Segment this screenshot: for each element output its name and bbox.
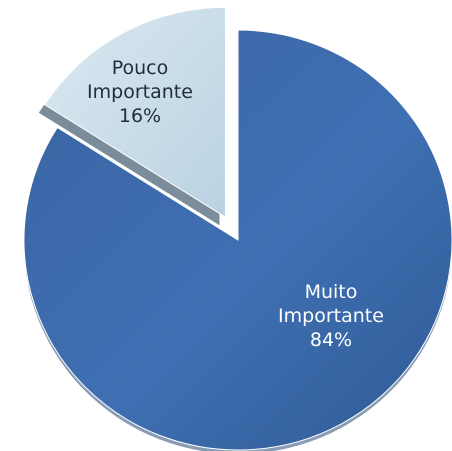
slice-value-label: 16% [118, 105, 162, 127]
slice-label-pouco-importante: Pouco Importante 16% [80, 56, 200, 128]
slice-label-line1: Pouco [111, 57, 169, 79]
slice-label-line1: Muito [304, 281, 358, 303]
pie-slice-muito-importante [23, 29, 452, 451]
slice-label-line2: Importante [278, 305, 384, 327]
slice-label-muito-importante: Muito Importante 84% [266, 280, 396, 352]
pie-slice-pouco-importante [44, 6, 226, 219]
slice-label-line2: Importante [87, 81, 193, 103]
slice-value-label: 84% [309, 329, 353, 351]
